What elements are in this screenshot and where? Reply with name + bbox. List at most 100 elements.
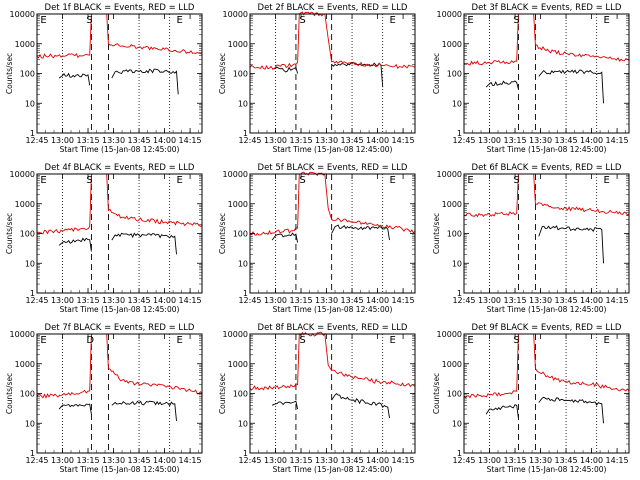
x-tick-label: 13:45 [555,296,578,305]
region-marker-label: E [389,335,395,346]
y-axis-label: Counts/sec [5,373,14,414]
y-tick-label: 1000 [442,200,462,209]
y-tick-label: 1 [30,129,35,138]
y-tick-label: 10 [25,259,35,268]
x-tick-label: 13:15 [289,296,312,305]
region-marker-label: S [299,335,305,346]
x-tick-label: 14:00 [580,456,603,465]
chart-panel: Det 8f BLACK = Events, RED = LLD 1 10 100 10… [218,323,416,474]
region-marker-label: E [389,15,395,26]
region-marker-label: S [86,175,92,186]
lld-series-line [106,173,203,227]
events-series-line [485,404,519,419]
x-tick-label: 14:15 [606,136,629,145]
chart-panel: Det 9f BLACK = Events, RED = LLD 1 10 100 10… [432,323,630,474]
x-tick-label: 12:45 [238,136,261,145]
y-tick-label: 1000 [442,40,462,49]
region-marker-label: S [86,15,92,26]
chart-panel: Det 1f BLACK = Events, RED = LLD 1 10 100 10… [5,3,203,154]
x-axis-label: Start Time (15-Jan-08 12:45:00) [487,145,607,154]
y-tick-label: 10 [452,419,462,428]
region-marker-label: S [299,175,305,186]
y-tick-label: 10000 [437,10,462,19]
y-tick-label: 100 [447,390,462,399]
y-tick-label: 10 [25,99,35,108]
y-tick-label: 100 [447,230,462,239]
x-tick-label: 12:45 [452,136,475,145]
x-tick-label: 13:00 [264,296,287,305]
region-marker-label: E [603,335,609,346]
x-tick-label: 14:00 [153,296,176,305]
y-tick-label: 1 [457,289,462,298]
x-tick-label: 13:15 [76,456,99,465]
y-tick-label: 1 [457,129,462,138]
lld-series-line [249,11,416,70]
chart-panel: Det 3f BLACK = Events, RED = LLD 1 10 100 10… [432,3,630,154]
events-series-line [111,68,179,95]
region-marker-label: S [513,15,519,26]
lld-series-line [106,333,203,395]
x-tick-label: 13:15 [289,136,312,145]
x-tick-label: 13:00 [51,296,74,305]
region-marker-label: E [176,335,182,346]
chart-title: Det 7f BLACK = Events, RED = LLD [45,323,195,333]
y-tick-label: 1000 [442,360,462,369]
region-marker-label: E [467,175,473,186]
x-tick-label: 14:00 [153,456,176,465]
y-tick-label: 10000 [437,170,462,179]
x-tick-label: 14:15 [606,296,629,305]
plot-frame [249,173,416,294]
x-tick-label: 12:45 [238,456,261,465]
lld-series-line [463,333,519,399]
lld-series-line [249,171,416,236]
plot-frame [36,173,203,294]
chart-panel: Det 5f BLACK = Events, RED = LLD 1 10 100 10… [218,163,416,314]
x-tick-label: 14:00 [366,136,389,145]
x-tick-label: 13:45 [128,136,151,145]
x-tick-label: 13:45 [341,456,364,465]
x-tick-label: 13:00 [264,456,287,465]
y-tick-label: 1000 [15,200,35,209]
y-tick-label: 10 [452,259,462,268]
x-tick-label: 13:15 [76,136,99,145]
x-tick-label: 12:45 [452,456,475,465]
y-tick-label: 1000 [228,200,248,209]
y-tick-label: 10 [452,99,462,108]
x-tick-label: 13:00 [478,136,501,145]
chart-panel: Det 7f BLACK = Events, RED = LLD 1 10 100 10… [5,323,203,474]
x-axis-label: Start Time (15-Jan-08 12:45:00) [60,305,180,314]
y-tick-label: 10 [238,259,248,268]
events-series-line [485,80,519,90]
x-tick-label: 13:00 [51,136,74,145]
plot-frame [36,13,203,134]
events-series-line [538,69,604,104]
y-tick-label: 10000 [10,10,35,19]
chart-title: Det 8f BLACK = Events, RED = LLD [258,323,408,333]
plot-frame [249,333,416,454]
lld-series-line [533,13,630,62]
plot-frame [249,13,416,134]
x-tick-label: 12:45 [25,296,48,305]
region-marker-label: E [467,15,473,26]
region-marker-label: S [299,15,305,26]
events-series-line [271,66,299,74]
x-tick-label: 14:00 [366,296,389,305]
y-axis-label: Counts/sec [218,213,227,254]
x-tick-label: 13:30 [529,296,552,305]
chart-title: Det 6f BLACK = Events, RED = LLD [472,163,622,173]
lld-series-line [533,173,630,216]
lld-series-line [36,173,92,235]
lld-series-line [36,333,92,399]
y-tick-label: 100 [447,70,462,79]
x-tick-label: 14:15 [392,136,415,145]
plot-frame [463,173,630,294]
events-series-line [58,72,91,86]
x-axis-label: Start Time (15-Jan-08 12:45:00) [60,145,180,154]
x-tick-label: 12:45 [25,136,48,145]
y-tick-label: 10000 [223,330,248,339]
x-tick-label: 13:15 [503,136,526,145]
y-axis-label: Counts/sec [5,213,14,254]
region-marker-label: E [176,15,182,26]
x-tick-label: 14:15 [392,296,415,305]
